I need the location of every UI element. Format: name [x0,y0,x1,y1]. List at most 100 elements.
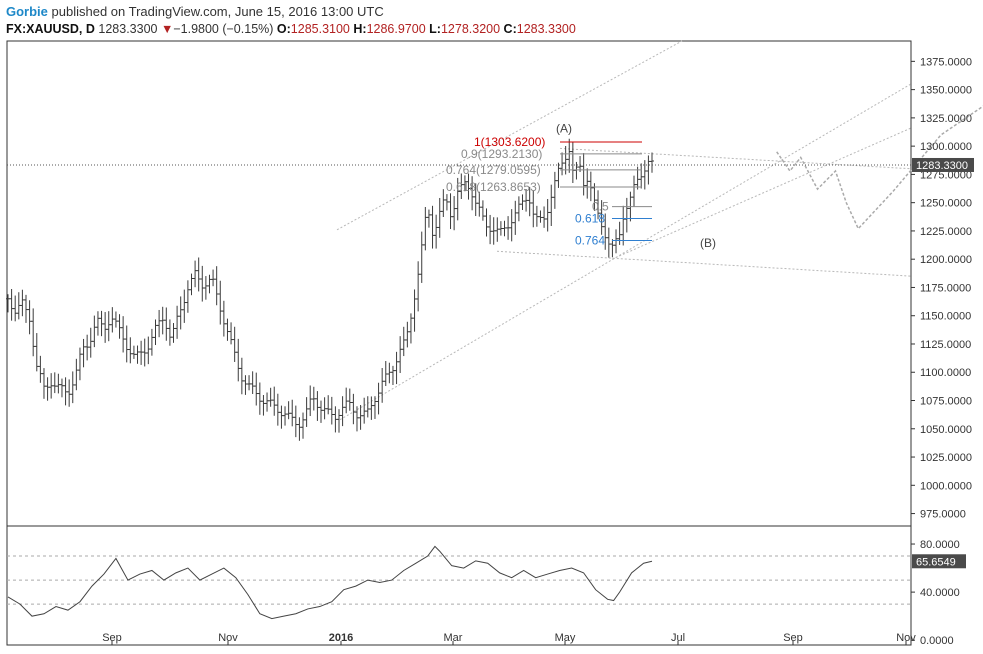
ohlc-bar [67,379,72,407]
price-tick-label: 1350.0000 [920,85,972,97]
ohlc-bar [520,194,525,210]
ohlc-bar [221,300,226,337]
ohlc-bar [621,205,626,246]
published-text: published on TradingView.com, June 15, 2… [51,4,384,19]
ohlc-bar [423,206,428,251]
ohlc-bar [581,153,586,196]
fib-extension-label: 0.618 [575,211,605,225]
ohlc-bar [614,229,619,254]
time-tick-label: 2016 [329,632,353,644]
lower-channel-line [339,83,912,421]
ohlc-bar [20,289,25,317]
ohlc-bar [157,309,162,338]
ohlc-bar [214,266,219,306]
rsi-tick-label: 40.0000 [920,587,960,599]
ohlc-bar [531,190,536,228]
ohlc-bar [632,175,637,207]
ohlc-bar [88,327,93,358]
ohlc-bar [164,307,169,341]
ohlc-bar [13,295,18,322]
ohlc-bar [243,375,248,395]
ohlc-bar [498,221,503,236]
ohlc-bar [329,396,334,425]
ohlc-bar [304,397,309,427]
ohlc-bar [139,340,144,365]
ohlc-bar [250,371,255,395]
ohlc-bar [103,312,108,343]
ohlc-bar [326,395,331,415]
ohlc-bar [293,405,298,438]
wave-a-label: (A) [556,122,572,136]
ohlc-bar [203,276,208,300]
price-axis[interactable]: 1375.0000 1350.0000 1325.0000 1300.0000 1275… [7,56,974,521]
ohlc-bar [301,412,306,439]
price-change: −1.9800 (−0.15%) [173,22,274,36]
ohlc-bar [624,197,629,233]
ohlc-bar [311,386,316,411]
ohlc-bar [225,318,230,341]
ohlc-bar [491,217,496,245]
ohlc-bar [452,196,457,231]
ohlc-bar [229,322,234,345]
ohlc-bar [272,386,277,416]
ohlc-bar [257,382,262,415]
price-tick-label: 1100.0000 [920,367,971,379]
ohlc-bar [131,345,136,359]
last-price-badge [912,157,974,172]
ohlc-bar [477,191,482,217]
last-price-label: 1283.3300 [916,160,968,172]
open-label: O: [276,22,291,36]
ohlc-bar [495,217,500,242]
ohlc-bar [426,209,431,228]
ohlc-bar [9,289,14,321]
ohlc-bar [149,328,154,356]
ohlc-bar [585,168,590,199]
ohlc-bar [95,311,100,336]
author-link[interactable]: Gorbie [6,4,48,19]
ohlc-bar [59,378,64,398]
time-tick-label: Nov [218,632,238,644]
price-tick-label: 1375.0000 [920,56,972,68]
ohlc-bar [74,358,79,391]
ohlc-bar [290,399,295,427]
price-tick-label: 1225.0000 [920,226,972,238]
ohlc-bar [182,289,187,323]
price-tick-label: 1000.0000 [920,480,972,492]
ohlc-bar [315,391,320,421]
open-value: 1285.3100 [290,22,350,36]
ohlc-bar [534,205,539,227]
price-tick-label: 1150.0000 [920,311,971,323]
rsi-tick-label: 80.0000 [920,539,960,551]
ohlc-bar [189,273,194,296]
high-value: 1286.9700 [366,22,426,36]
price-tick-label: 1025.0000 [920,452,972,464]
ohlc-bar [171,323,176,343]
ohlc-bar [419,231,424,283]
ohlc-bar [336,409,341,433]
upper-wedge-line [559,147,912,170]
ohlc-bar [146,336,151,365]
ohlc-bar [448,193,453,230]
wave-b-label: (B) [700,236,716,250]
ohlc-bar [416,261,421,312]
high-label: H: [353,22,367,36]
fib-extension-label: 0.5 [592,200,609,214]
rsi-axis[interactable]: 80.0000 40.0000 0.0000 65.6549 [911,539,966,647]
ohlc-bar [408,313,413,344]
time-tick-label: Sep [102,632,122,644]
ohlc-bar [196,257,201,292]
ohlc-bar [383,361,388,387]
ohlc-bar [340,396,345,427]
symbol-info-bar: FX:XAUUSD, D 1283.3300 ▼−1.9800 (−0.15%)… [6,22,576,36]
symbol-name[interactable]: FX:XAUUSD, D [6,22,95,36]
ohlc-bar [588,171,593,202]
rsi-pane [7,545,911,620]
ohlc-bar [502,220,507,237]
time-axis[interactable]: Sep Nov 2016 Mar May Jul Sep Nov [102,632,916,645]
lower-wedge-line [496,250,912,277]
ohlc-bar [279,405,284,429]
rsi-value-label: 65.6549 [916,556,956,568]
ohlc-bar [362,397,367,424]
ohlc-bar [394,351,399,385]
